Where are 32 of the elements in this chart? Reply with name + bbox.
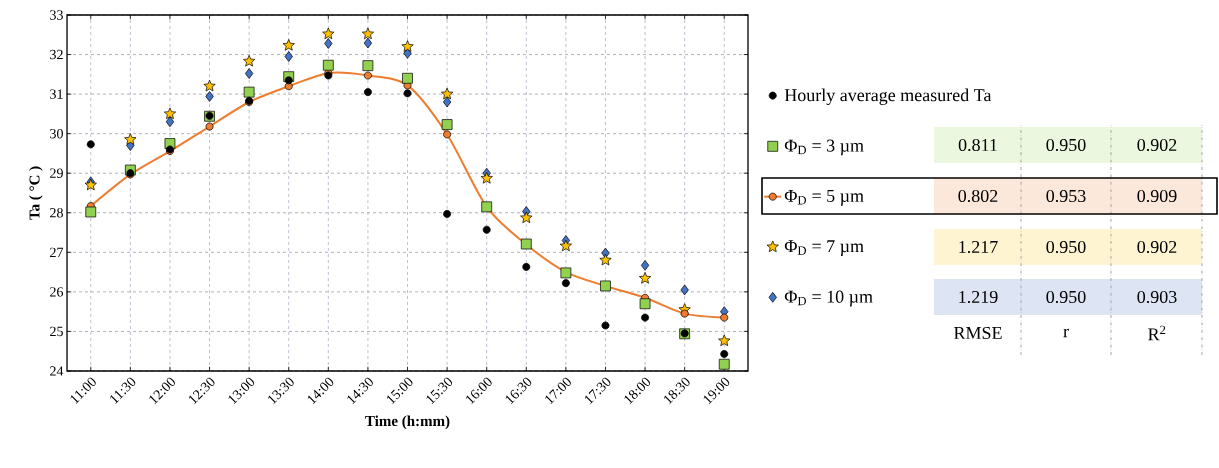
legend-label: Φ$_{D}$ = 10 µm bbox=[784, 290, 873, 307]
y-tick-label: 28 bbox=[50, 208, 63, 218]
y-tick-label: 26 bbox=[50, 287, 64, 297]
y-tick-label: 30 bbox=[50, 128, 63, 139]
text: R$^{2}$ bbox=[1148, 325, 1166, 341]
y-tick-label: 31 bbox=[50, 89, 63, 99]
y-tick-label: 29 bbox=[50, 168, 63, 178]
text: 0.950 bbox=[1046, 290, 1086, 304]
y-tick-label: 24 bbox=[50, 366, 64, 376]
x-axis-title: Time (h:mm) bbox=[365, 415, 450, 430]
text: 0.902 bbox=[1137, 240, 1177, 254]
y-tick-label: 27 bbox=[50, 247, 64, 257]
text: 1.219 bbox=[959, 290, 998, 304]
legend-label: Φ$_{D}$ = 5 µm bbox=[784, 190, 864, 206]
legend-label: Φ$_{D}$ = 7 µm bbox=[784, 240, 864, 256]
text: 0.950 bbox=[1046, 138, 1086, 152]
text: 0.953 bbox=[1046, 189, 1086, 203]
legend-label: Φ$_{D}$ = 3 µm bbox=[784, 139, 864, 156]
y-tick-label: 25 bbox=[50, 326, 63, 337]
text: RMSE bbox=[954, 326, 1002, 340]
text: 1.217 bbox=[959, 240, 998, 254]
y-tick-label: 32 bbox=[50, 49, 63, 60]
text: r bbox=[1063, 328, 1069, 338]
y-tick-label: 33 bbox=[50, 10, 63, 20]
text: 0.950 bbox=[1046, 240, 1086, 254]
text: 0.903 bbox=[1137, 290, 1177, 304]
y-axis-title: Ta ( °C ) bbox=[29, 166, 43, 220]
text: 0.902 bbox=[1137, 138, 1177, 152]
text: 0.909 bbox=[1137, 189, 1177, 203]
text: 0.802 bbox=[958, 189, 998, 203]
text: 0.811 bbox=[958, 138, 997, 152]
legend-label: Hourly average measured Ta bbox=[784, 88, 992, 105]
